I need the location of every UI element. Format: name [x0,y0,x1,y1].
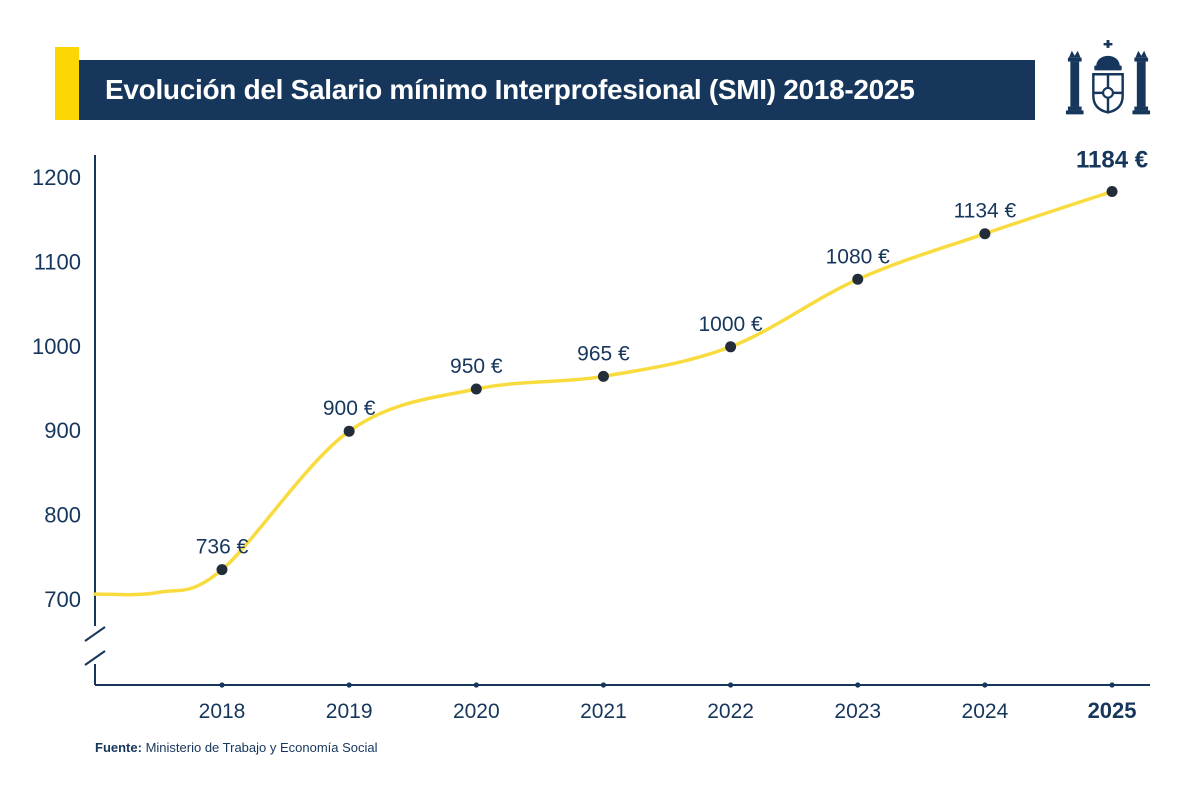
data-point [597,370,609,382]
point-value-label: 1184 € [1076,147,1148,174]
page-title: Evolución del Salario mínimo Interprofes… [105,74,915,105]
y-tick-label: 1000 [32,334,81,359]
source-label: Fuente: [95,740,142,755]
source-note: Fuente: Ministerio de Trabajo y Economía… [95,740,378,755]
smi-line [93,189,1114,597]
x-tick-label: 2024 [962,700,1009,723]
point-value-label: 900 € [323,397,376,420]
x-tick-label: 2025 [1088,698,1137,723]
x-tick-label: 2023 [834,700,881,723]
data-point [979,228,991,240]
x-tick-dot [728,682,734,688]
spain-coat-of-arms-icon [1064,36,1152,136]
point-value-label: 965 € [577,342,630,365]
x-tick-label: 2018 [199,700,246,723]
point-value-label: 1080 € [826,245,891,268]
data-point [852,273,864,285]
data-point [216,564,228,576]
y-tick-label: 900 [44,418,81,443]
x-tick-dot [982,682,988,688]
x-tick-dot [473,682,479,688]
x-tick-dot [855,682,861,688]
x-tick-label: 2022 [707,700,754,723]
point-value-label: 950 € [450,355,503,378]
x-tick-dot [1109,682,1115,688]
y-tick-label: 1200 [32,165,81,190]
data-point [1106,186,1118,198]
title-banner: Evolución del Salario mínimo Interprofes… [79,60,1035,120]
x-tick-dot [600,682,607,688]
x-tick-label: 2019 [326,700,373,723]
axis-break-mark [84,650,106,666]
y-tick-label: 700 [44,587,81,612]
x-tick-dot [219,682,225,688]
data-point [343,425,355,437]
axis-break-mark [84,626,106,642]
point-value-label: 1134 € [954,200,1017,223]
y-tick-label: 1100 [34,249,81,274]
point-value-label: 736 € [196,536,249,559]
x-tick-label: 2020 [453,700,500,723]
point-value-label: 1000 € [698,313,763,336]
source-text: Ministerio de Trabajo y Economía Social [145,740,378,755]
x-tick-label: 2021 [580,700,627,723]
y-tick-label: 800 [44,503,81,528]
data-point [725,341,737,353]
data-point [470,383,482,395]
x-tick-dot [346,682,352,688]
smi-line-chart: 700 800 900 1000 1100 1200 2018 2019 2020 2021 202… [32,147,1150,723]
accent-bar [55,47,79,120]
